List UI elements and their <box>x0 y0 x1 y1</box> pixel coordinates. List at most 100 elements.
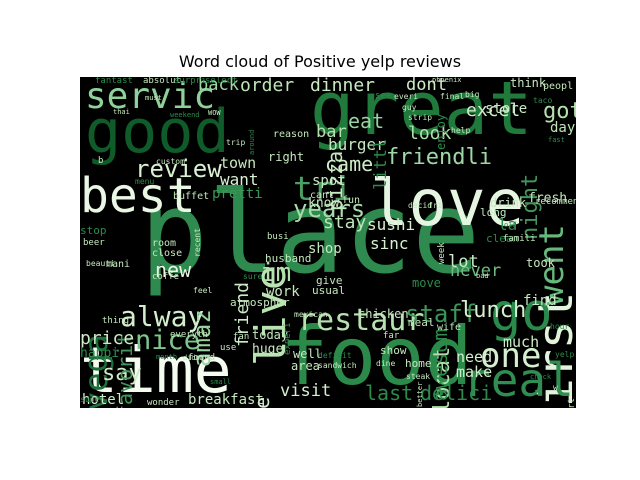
word-fun: fun <box>342 195 361 206</box>
word-town: town <box>220 154 257 172</box>
word-final: final <box>440 92 465 101</box>
word-recommend: recommend <box>535 197 576 207</box>
word-recent: recent <box>193 227 202 257</box>
word-usual: usual <box>312 284 346 297</box>
word-strip: strip <box>408 113 433 122</box>
word-best: best <box>80 168 196 224</box>
word-sinc: sinc <box>370 234 409 253</box>
word-servic: servic <box>85 77 216 117</box>
word-realli: realli <box>463 353 576 407</box>
word-wow: WOW <box>208 109 221 117</box>
word-burger: burger <box>328 135 386 154</box>
word-decid: decid <box>408 201 433 210</box>
word-long: long <box>480 206 507 219</box>
word-stop: stop <box>80 224 107 237</box>
word-tri: tri <box>293 169 353 208</box>
word-busi: busi <box>267 232 289 242</box>
word-area: area <box>291 359 320 373</box>
word-surpri: surpri <box>174 77 207 86</box>
word-today: today <box>252 328 289 342</box>
word-absolut: absolut <box>143 77 181 86</box>
word-great: great <box>310 77 533 152</box>
word-peopl: peopl <box>543 81 574 92</box>
word-right: right <box>268 150 305 164</box>
word-shop: shop <box>308 241 342 257</box>
word-sandwich: sandwich <box>318 361 357 370</box>
word-w: w <box>553 383 558 392</box>
word-fast: fast <box>548 136 565 144</box>
word-fri: fri <box>428 201 443 210</box>
word-sure: sure <box>243 272 263 281</box>
word-yelp: yelp <box>555 350 575 359</box>
word-old: old <box>504 221 517 229</box>
word-breakfast: breakfast <box>188 392 264 408</box>
word-review: review <box>135 155 222 183</box>
word-got: got <box>543 99 576 124</box>
word-la: la <box>498 215 518 234</box>
word-famili: famili <box>503 234 536 244</box>
word-need: need <box>456 348 493 366</box>
word-thing: thing <box>102 316 130 326</box>
word-chicken: chicken <box>358 307 409 321</box>
word-good: good <box>85 97 230 167</box>
word-didnt: didnt <box>183 354 205 362</box>
word-fresh: fresh <box>528 191 568 206</box>
word-store: store <box>485 101 528 117</box>
word-custom: custom <box>156 157 185 166</box>
word-think: think <box>510 77 547 90</box>
word-last: last <box>365 381 414 405</box>
word-time: time <box>80 334 232 407</box>
word-cant: cant <box>310 190 335 201</box>
word-trip: trip <box>226 138 246 147</box>
word-back: back <box>198 77 239 95</box>
word-beauti: beauti <box>86 259 115 268</box>
word-show: show <box>380 344 407 357</box>
word-say: say <box>102 361 142 386</box>
word-go: go <box>490 283 553 343</box>
word-far: far <box>383 331 400 341</box>
word-menu: menu <box>135 177 155 186</box>
word-around: around <box>248 129 256 156</box>
word-sushi: sushi <box>367 215 416 234</box>
word-took: took <box>526 256 555 270</box>
word-alway: alway <box>120 300 205 333</box>
word-dinner: dinner <box>310 77 376 96</box>
word-pretti: pretti <box>212 186 263 202</box>
word-reason: reason <box>273 129 310 140</box>
word-happi: happi <box>80 346 120 361</box>
word-start: start <box>567 398 576 408</box>
word-nice: nice <box>135 325 201 356</box>
word-fan: fan <box>233 332 250 342</box>
word-find: find <box>523 293 557 309</box>
word-experi: experi <box>283 322 293 356</box>
word-mexican: mexican <box>294 310 328 319</box>
word-one: one <box>480 336 542 376</box>
word-atmospher: atmospher <box>230 296 290 309</box>
word-came: came <box>325 152 374 176</box>
word-well: well <box>293 347 322 361</box>
word-guy: guy <box>402 103 417 112</box>
word-bar: bar <box>316 122 347 142</box>
word-use: use <box>220 343 237 353</box>
word-dine: dine <box>376 359 396 368</box>
word-want: want <box>220 170 259 189</box>
word-littl: littl <box>371 138 391 190</box>
word-work: work <box>266 284 300 300</box>
word-select: select <box>205 77 238 86</box>
word-delici: delici <box>420 381 493 405</box>
word-thai: thai <box>113 108 130 116</box>
word-make: make <box>456 363 493 381</box>
word-much: much <box>503 333 540 351</box>
word-help: help <box>451 126 471 135</box>
word-room: room <box>152 238 177 249</box>
word-give: give <box>316 274 343 287</box>
word-b: b <box>98 156 104 166</box>
chart-title: Word cloud of Positive yelp reviews <box>178 52 462 71</box>
word-spot: spot <box>312 173 346 189</box>
word-price: price <box>80 328 135 349</box>
word-place: place <box>140 167 481 299</box>
word-new: new <box>155 258 192 282</box>
word-friendli: friendli <box>386 145 492 170</box>
word-im: im <box>260 258 292 288</box>
word-weekend: weekend <box>170 111 200 119</box>
